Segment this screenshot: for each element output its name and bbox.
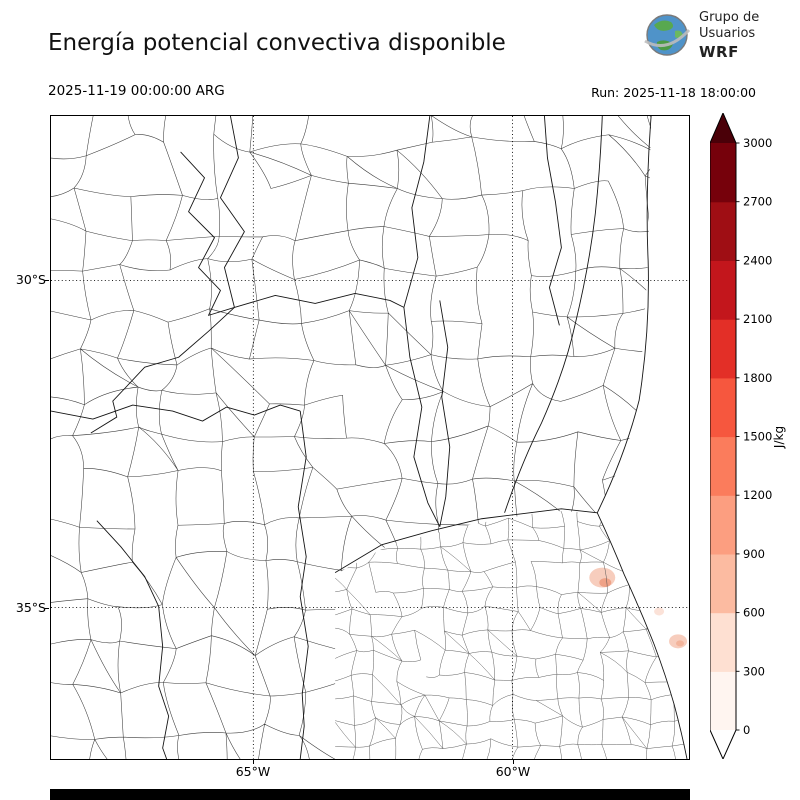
colorbar: 0 300 600 900 1200 1500 1800 2100 2400 2700 3000	[710, 113, 772, 759]
colorbar-segment	[710, 201, 736, 261]
colorbar-segment	[710, 319, 736, 379]
colorbar-extend-under	[710, 730, 736, 759]
colorbar-tick-label: 1800	[743, 371, 772, 385]
lon-label-60w: 60°W	[495, 764, 531, 779]
lon-label-65w: 65°W	[235, 764, 271, 779]
footer-bar	[50, 789, 690, 800]
y-tick-35s	[45, 608, 49, 609]
lat-lon-gridlines	[51, 116, 689, 759]
coastline	[596, 512, 688, 759]
colorbar-tick-label: 600	[743, 606, 765, 620]
colorbar-tick-label: 2700	[743, 195, 772, 209]
lat-label-35s: 35°S	[15, 600, 46, 615]
department-boundaries-buenos-aires	[335, 510, 688, 759]
colorbar-segment	[710, 143, 736, 203]
globe-icon	[644, 13, 691, 56]
colorbar-tick-label: 1200	[743, 488, 772, 502]
colorbar-segment	[710, 553, 736, 614]
x-tick-60w	[513, 760, 514, 764]
lat-label-30s: 30°S	[15, 272, 46, 287]
colorbar-segment	[710, 671, 736, 731]
valid-time-label: 2025-11-19 00:00:00 ARG	[48, 83, 225, 99]
wrf-users-group-logo: Grupo de Usuarios WRF	[642, 10, 759, 61]
colorbar-tick-label: 3000	[743, 136, 772, 150]
logo-line-1: Grupo de	[699, 10, 760, 25]
colorbar-segment	[710, 612, 736, 672]
department-boundaries-coarse	[51, 116, 689, 759]
map-frame	[50, 115, 690, 760]
colorbar-extend-over	[710, 113, 736, 143]
colorbar-segment	[710, 260, 736, 320]
page-title: Energía potencial convectiva disponible	[48, 30, 506, 56]
colorbar-tick-label: 0	[743, 723, 750, 737]
colorbar-segment	[710, 377, 736, 438]
colorbar-segment	[710, 436, 736, 496]
cape-maxima-spots	[589, 567, 688, 649]
logo-line-2: Usuarios	[699, 26, 756, 42]
map-canvas	[51, 116, 689, 759]
run-time-label: Run: 2025-11-18 18:00:00	[591, 85, 756, 100]
y-tick-30s	[45, 280, 49, 281]
colorbar-tick-label: 2100	[743, 312, 772, 326]
colorbar-unit-label: J/kg	[772, 425, 786, 449]
colorbar-segment	[710, 495, 736, 555]
province-boundaries	[51, 116, 652, 759]
x-tick-65w	[253, 760, 254, 764]
colorbar-tick-label: 900	[743, 547, 765, 561]
colorbar-tick-label: 1500	[743, 430, 772, 444]
colorbar-tick-label: 300	[743, 664, 765, 678]
colorbar-tick-label: 2400	[743, 253, 772, 267]
logo-line-3: WRF	[699, 42, 739, 61]
